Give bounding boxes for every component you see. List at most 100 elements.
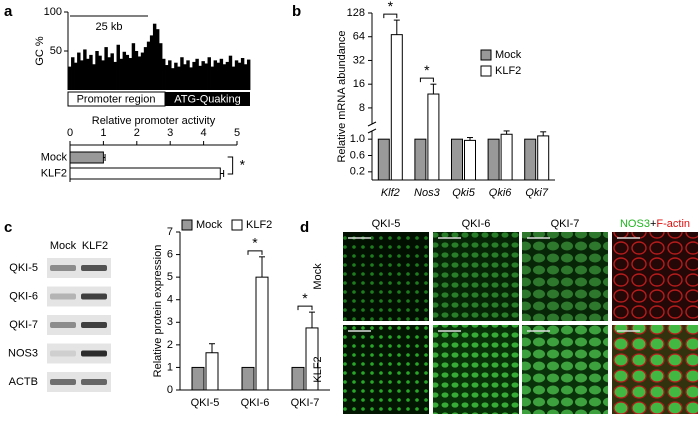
y-axis-label: Relative mRNA abundance [336, 30, 348, 162]
micrograph-shade [343, 325, 429, 414]
gc-bar [125, 54, 130, 90]
x-tick-label: 1 [100, 127, 106, 139]
gc-bar [228, 55, 233, 90]
blot-row-label: ACTB [9, 376, 38, 388]
micrograph-shade [433, 325, 519, 414]
legend-label: KLF2 [246, 219, 272, 231]
x-tick-label: Nos3 [414, 187, 441, 199]
y-tick-label: 100 [44, 6, 62, 18]
gc-bar [246, 59, 251, 90]
blot-band [81, 322, 107, 328]
y-tick-label: 4 [167, 294, 173, 306]
micrograph [522, 325, 608, 414]
blot-row-label: QKI-5 [9, 262, 38, 274]
legend-swatch [231, 219, 243, 231]
x-tick-label: 2 [134, 127, 140, 139]
category-label: Mock [41, 151, 68, 163]
gc-bar [189, 67, 193, 90]
x-axis-label: Relative promoter activity [92, 115, 216, 127]
gc-bar [183, 64, 187, 90]
x-tick-label: QKI-7 [291, 397, 320, 409]
axis-break [367, 128, 377, 134]
significance-bracket [247, 250, 263, 255]
y-tick-label: 1.0 [350, 133, 365, 145]
gc-bar [128, 58, 133, 90]
image-row-label: Mock [312, 263, 324, 290]
micrograph [343, 232, 429, 321]
y-tick-label: 16 [353, 78, 365, 90]
blot-band [81, 293, 107, 300]
panel-letter: d [300, 219, 309, 236]
y-tick-label: 2 [167, 339, 173, 351]
x-tick-label: Qki6 [489, 187, 513, 199]
significance-bracket [383, 13, 398, 19]
bar [464, 139, 476, 181]
gc-bar [201, 61, 205, 90]
gc-bar [68, 66, 72, 90]
y-tick-label: 64 [353, 31, 365, 43]
y-tick-label: 7 [167, 226, 173, 238]
image-column-label: NOS3+F-actin [620, 218, 690, 230]
gc-bar [234, 60, 239, 90]
micrograph-shade [612, 325, 698, 414]
y-tick-label: 0.6 [350, 149, 365, 161]
bar [205, 352, 219, 391]
bar [241, 366, 255, 391]
micrograph-shade [522, 232, 608, 321]
gc-bar [92, 64, 96, 90]
gc-bar [155, 29, 160, 90]
blot-band [50, 350, 76, 357]
merge-label-part: NOS3 [620, 218, 650, 230]
x-tick-label: QKI-6 [241, 397, 270, 409]
gc-bar [237, 62, 242, 90]
blot-strip [47, 315, 111, 335]
legend-swatch [480, 65, 492, 77]
gc-bar [198, 65, 202, 90]
region-label: Promoter region [77, 93, 156, 105]
significance-label: * [388, 0, 394, 14]
y-tick-label: 0.2 [350, 166, 365, 178]
significance-bracket [419, 77, 434, 83]
panel-letter: a [4, 3, 13, 20]
gc-bar [83, 49, 87, 90]
gc-bar [131, 43, 136, 90]
axis-break [367, 121, 377, 127]
micrograph [612, 325, 698, 414]
micrograph-shade [612, 232, 698, 321]
bar [427, 93, 440, 181]
gc-bar [113, 61, 117, 90]
significance-label: * [240, 157, 246, 173]
gc-bar [216, 62, 221, 90]
panel-letter: b [292, 3, 301, 20]
y-axis-label: GC % [34, 36, 46, 66]
merge-label-part: + [650, 218, 656, 230]
x-tick-label: Qki7 [525, 187, 549, 199]
gc-bar [177, 66, 181, 90]
bar [291, 366, 305, 391]
gc-bar [137, 56, 142, 90]
gc-bar [225, 61, 230, 90]
gc-bar [107, 57, 111, 90]
gc-bar [192, 61, 196, 90]
micrograph [612, 232, 698, 321]
gc-bar [210, 66, 214, 90]
bar [487, 138, 500, 181]
significance-label: * [424, 62, 430, 78]
bar [377, 138, 390, 181]
x-tick-label: 5 [234, 127, 240, 139]
significance-bracket [297, 305, 313, 311]
gc-bar [171, 68, 175, 90]
gc-bar [243, 64, 248, 90]
gc-bar [110, 53, 114, 90]
x-tick-label: Qki5 [452, 187, 476, 199]
region-box [165, 92, 250, 106]
micrograph [433, 232, 519, 321]
y-tick-label: 6 [167, 248, 173, 260]
image-column-label: QKI-5 [372, 218, 401, 230]
gc-bar [168, 60, 172, 90]
gc-bar [204, 63, 208, 90]
y-tick-label: 1 [167, 361, 173, 373]
micrograph-shade [522, 325, 608, 414]
gc-bar [222, 64, 227, 90]
legend-label: KLF2 [495, 65, 521, 77]
